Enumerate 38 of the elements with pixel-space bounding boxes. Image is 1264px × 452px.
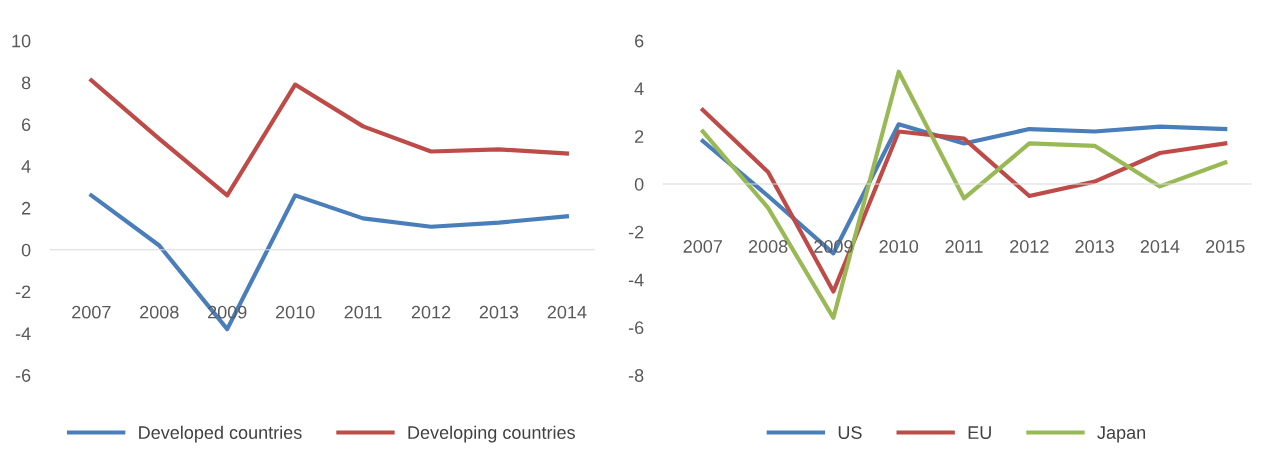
x-tick-label: 2014 <box>547 305 587 319</box>
legend-label: Developed countries <box>139 425 302 443</box>
y-tick-label: 8 <box>21 76 31 90</box>
legend-label: Japan <box>1097 426 1146 443</box>
legend-label: EU <box>968 426 991 439</box>
y-tick-label: -8 <box>628 369 644 382</box>
x-tick-label: 2013 <box>479 305 519 319</box>
y-tick-label: 4 <box>634 82 644 96</box>
y-tick-label: -4 <box>15 327 31 340</box>
y-tick-label: -2 <box>628 225 644 239</box>
x-tick-label: 2010 <box>879 240 919 253</box>
legend-label: Developing countries <box>408 425 575 443</box>
y-tick-label: 2 <box>21 201 31 215</box>
y-tick-label: 10 <box>12 34 31 48</box>
x-tick-label: 2015 <box>1206 240 1245 253</box>
y-tick-label: 0 <box>634 177 644 191</box>
y-tick-label: 6 <box>21 118 31 132</box>
x-tick-label: 2012 <box>411 305 451 319</box>
legend-label: US <box>838 426 862 439</box>
x-tick-label: 2010 <box>275 305 315 319</box>
y-tick-label: 0 <box>21 243 31 257</box>
x-tick-label: 2008 <box>140 305 179 319</box>
x-tick-label: 2007 <box>72 305 111 319</box>
x-tick-label: 2012 <box>1010 240 1049 253</box>
y-tick-label: 6 <box>635 34 644 48</box>
y-tick-label: 2 <box>635 130 644 143</box>
y-tick-label: 4 <box>21 160 31 173</box>
x-tick-label: 2011 <box>344 305 382 319</box>
x-tick-label: 2008 <box>748 240 788 253</box>
x-tick-label: 2014 <box>1140 240 1180 253</box>
y-tick-label: -6 <box>15 369 31 382</box>
x-tick-label: 2011 <box>945 240 983 253</box>
line-series <box>89 78 569 198</box>
x-tick-label: 2013 <box>1075 240 1114 253</box>
y-tick-label: -4 <box>628 273 644 287</box>
y-tick-label: -2 <box>15 285 31 299</box>
x-tick-label: 2007 <box>683 240 722 253</box>
y-tick-label: -6 <box>628 321 644 335</box>
